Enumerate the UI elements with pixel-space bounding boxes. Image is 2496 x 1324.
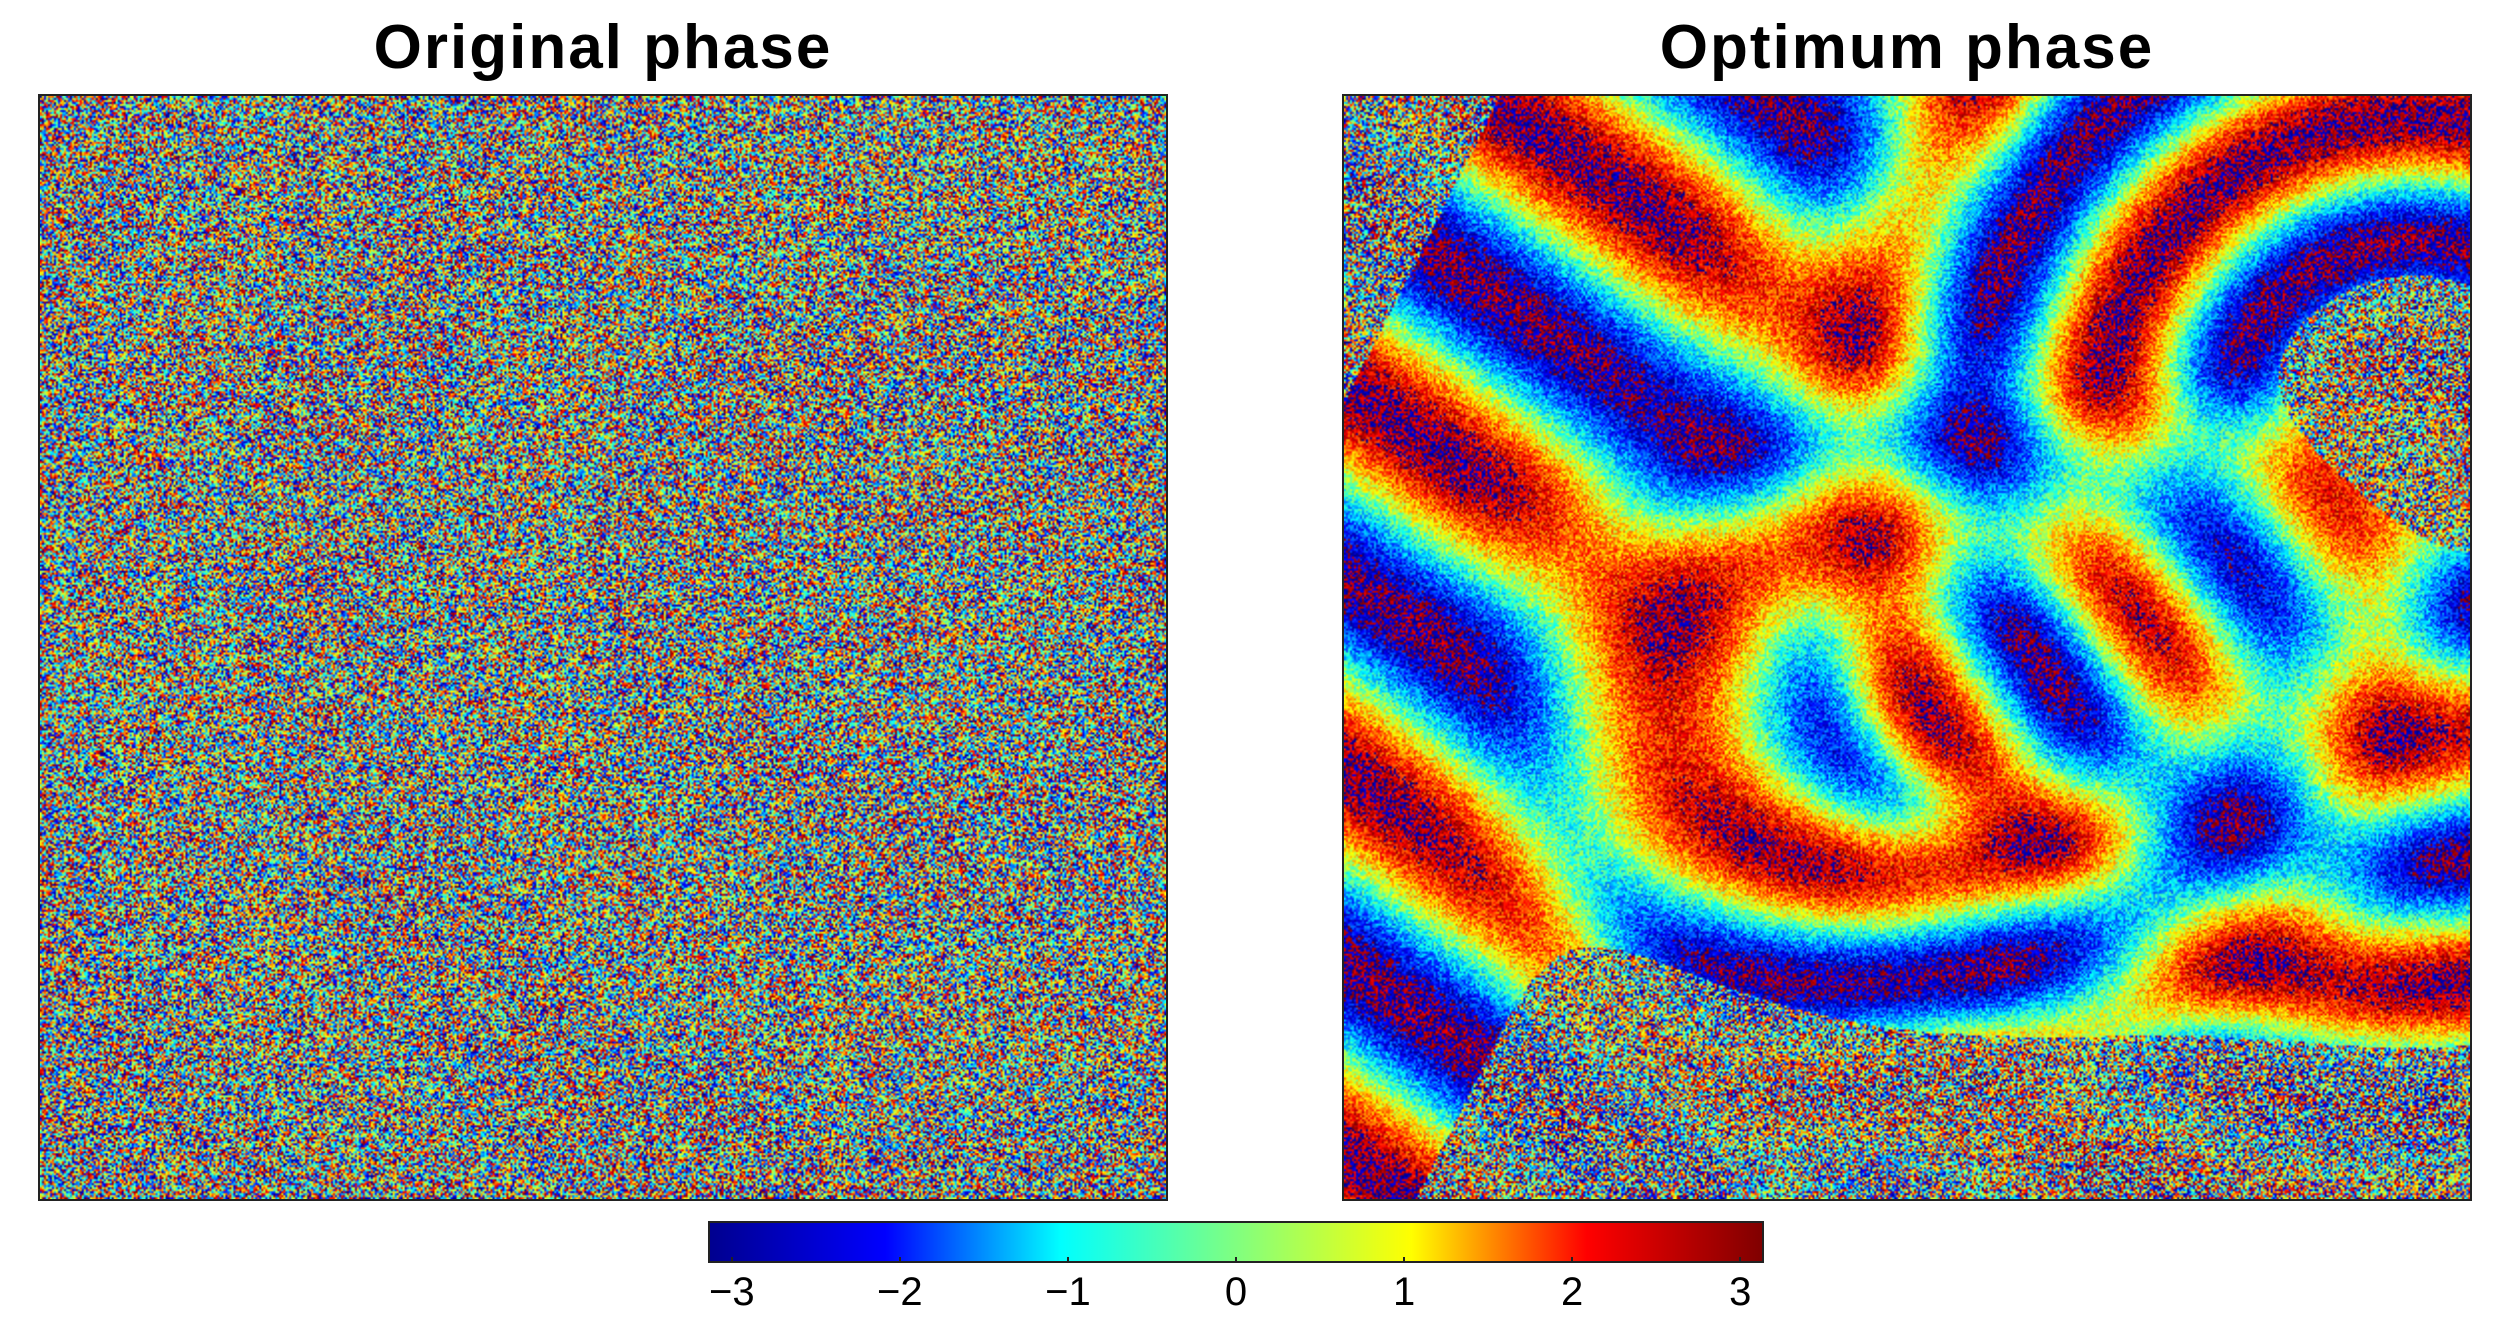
colorbar-tick-label: −2 [877, 1270, 923, 1314]
colorbar-tick-mark [898, 1257, 901, 1263]
original-phase-image [38, 94, 1168, 1201]
colorbar-tick-label: −1 [1045, 1270, 1091, 1314]
colorbar-tick-mark [1571, 1257, 1574, 1263]
colorbar-tick-mark [1739, 1257, 1742, 1263]
colorbar-tick-label: 2 [1561, 1270, 1584, 1314]
colorbar-tick-label: 3 [1729, 1270, 1752, 1314]
colorbar-tick-mark [1403, 1257, 1406, 1263]
colorbar-tick-mark [1235, 1257, 1237, 1263]
colorbar-tick-mark [1066, 1257, 1069, 1263]
left-panel-title: Original phase [373, 13, 833, 82]
original-phase-canvas [40, 96, 1166, 1199]
colorbar-tick-label: 1 [1392, 1270, 1416, 1314]
optimum-phase-canvas [1344, 96, 2470, 1199]
colorbar-tick-label: 0 [1224, 1270, 1248, 1314]
colorbar-tick-mark [730, 1257, 733, 1263]
right-panel-title: Optimum phase [1659, 13, 2155, 82]
colorbar-tick-label: −3 [708, 1270, 755, 1314]
optimum-phase-image [1342, 94, 2472, 1201]
